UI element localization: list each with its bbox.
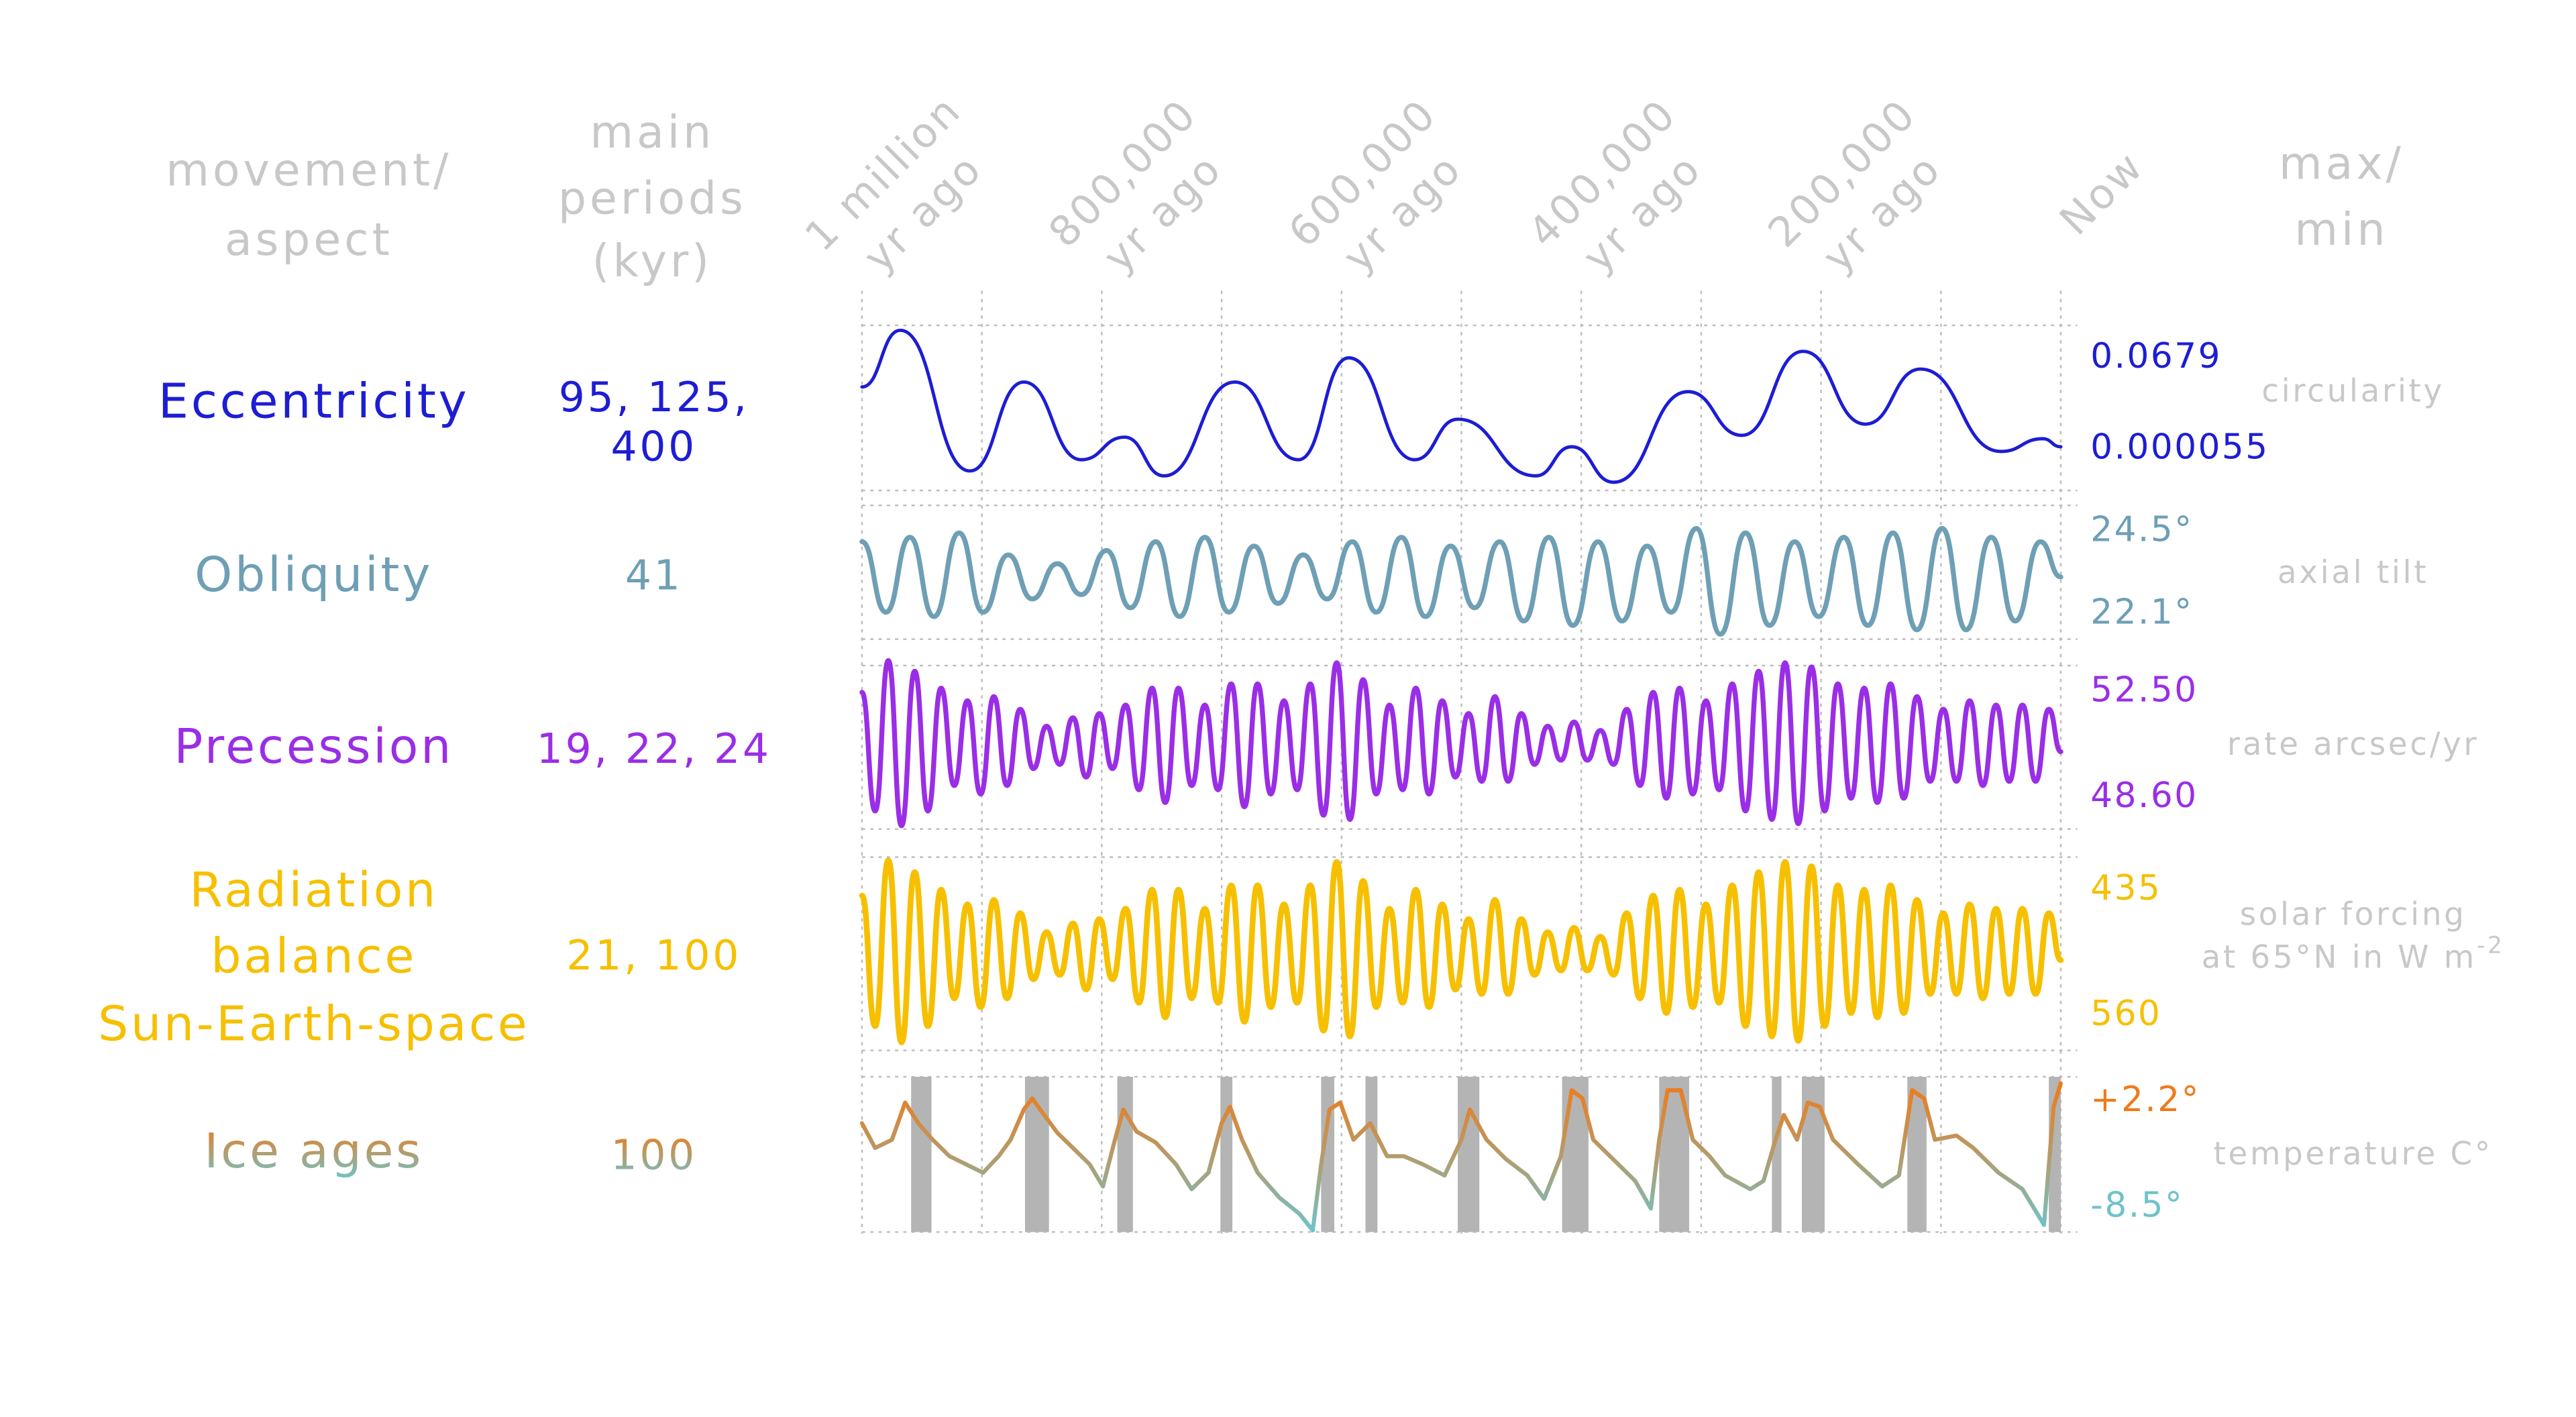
column-header: max/ xyxy=(2279,138,2404,190)
y-tick-label: 48.60 xyxy=(2090,776,2198,816)
unit-label: solar forcing xyxy=(2240,897,2467,933)
column-header: aspect xyxy=(225,213,393,266)
row-periods: 41 xyxy=(625,552,683,600)
unit-label: at 65°N in W m-2 xyxy=(2202,932,2505,976)
column-header: movement/ xyxy=(166,144,451,197)
series-line xyxy=(859,526,2063,637)
series-line xyxy=(859,1081,2063,1232)
y-tick-label: 22.1° xyxy=(2090,592,2193,633)
x-tick: Now xyxy=(2050,142,2153,244)
unit-label: axial tilt xyxy=(2277,555,2428,591)
y-tick-label: 0.0679 xyxy=(2090,336,2222,376)
band xyxy=(1458,1076,1480,1232)
band xyxy=(1321,1076,1335,1232)
row-name: Ice ages xyxy=(204,1123,423,1179)
row-name: Obliquity xyxy=(195,547,433,602)
column-header: periods xyxy=(558,172,747,224)
band xyxy=(911,1076,932,1232)
band xyxy=(1220,1076,1233,1232)
row-periods: 100 xyxy=(611,1131,698,1179)
column-header: main xyxy=(590,106,714,158)
unit-label: circularity xyxy=(2261,373,2445,409)
band xyxy=(1365,1076,1378,1232)
y-tick-label: 0.000055 xyxy=(2090,427,2269,468)
series-line xyxy=(860,328,2063,484)
band xyxy=(1117,1076,1133,1232)
row-periods: 95, 125, xyxy=(559,373,749,421)
y-tick-label: 24.5° xyxy=(2090,510,2193,550)
row-name: Radiation xyxy=(189,862,438,918)
y-tick-label: 52.50 xyxy=(2090,670,2198,710)
row-periods: 19, 22, 24 xyxy=(537,725,771,773)
x-tick-label: Now xyxy=(2050,142,2153,244)
band xyxy=(1801,1076,1825,1232)
unit-label: temperature C° xyxy=(2213,1137,2492,1173)
column-header: min xyxy=(2294,203,2388,256)
row-periods: 400 xyxy=(611,423,698,471)
unit-superscript: -2 xyxy=(2477,932,2505,959)
y-tick-label: +2.2° xyxy=(2090,1080,2200,1120)
row-name: Sun-Earth-space xyxy=(98,996,529,1052)
y-tick-label: -8.5° xyxy=(2090,1185,2184,1225)
y-tick-label: 435 xyxy=(2090,868,2161,908)
series-line xyxy=(859,658,2063,829)
band xyxy=(1772,1076,1782,1232)
unit-label: rate arcsec/yr xyxy=(2227,727,2479,763)
row-name: Precession xyxy=(174,719,453,774)
row-periods: 21, 100 xyxy=(566,931,741,980)
column-header: (kyr) xyxy=(592,235,712,287)
row-name: balance xyxy=(211,929,417,984)
row-name: Eccentricity xyxy=(158,374,470,429)
y-tick-label: 560 xyxy=(2090,994,2161,1034)
series-line xyxy=(859,857,2064,1045)
